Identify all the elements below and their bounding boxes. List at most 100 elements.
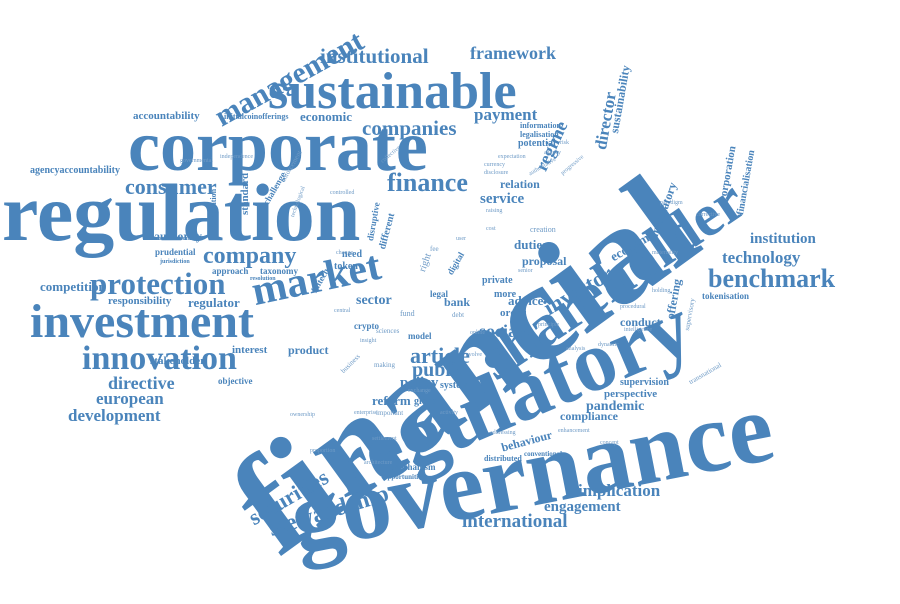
word-tokenisation: tokenisation (702, 291, 750, 301)
word-cost: cost (486, 226, 496, 232)
word-article: article (410, 343, 470, 368)
word-analysis: analysis (566, 346, 586, 352)
word-concept: concept (600, 440, 619, 446)
word-policy: policy (400, 375, 439, 391)
word-token: token (334, 261, 358, 272)
word-materiality: materiality (652, 250, 678, 256)
word-need: need (342, 249, 362, 260)
word-fund: fund (400, 309, 415, 318)
word-framework: framework (470, 43, 556, 63)
word-bank: bank (444, 295, 471, 309)
word-fee: fee (430, 245, 439, 253)
word-investment: investment (30, 295, 254, 348)
word-raising: raising (486, 208, 503, 214)
word-expectation: expectation (498, 154, 526, 160)
word-authority: authority (154, 229, 202, 243)
word-supervision: supervision (620, 377, 669, 388)
word-conventional: conventional (524, 450, 563, 458)
word-exchange: exchange (408, 388, 431, 394)
word-change: change (336, 250, 353, 256)
word-directive: directive (108, 373, 175, 393)
word-institutional: institutional (320, 44, 429, 68)
word-intelligence: intelligence (624, 327, 652, 333)
word-enterprise: enterprise (354, 410, 378, 416)
word-development: development (68, 406, 161, 425)
word-independence: independence (220, 154, 253, 160)
word-sustainable: sustainable (268, 63, 517, 120)
word-protection: protection (90, 266, 226, 301)
word-taxonomy: taxonomy (260, 266, 298, 276)
word-pandemic: pandemic (586, 399, 645, 414)
word-progressive: progressive (560, 154, 586, 177)
word-payment: payment (474, 105, 538, 124)
word-duties: duties (514, 237, 548, 252)
word-right: right (417, 251, 434, 274)
word-competition: competition (40, 279, 106, 294)
word-activity: activity (440, 410, 458, 416)
word-making: making (374, 361, 395, 369)
word-risk: risk (560, 140, 569, 146)
word-transformation: transformation (150, 236, 189, 242)
word-information: information (520, 121, 561, 130)
word-regulator: regulator (188, 295, 240, 310)
word-company: company (203, 243, 297, 269)
word-initialcoinofferings: initialcoinofferings (224, 112, 289, 121)
word-model: model (408, 331, 432, 341)
word-corporate: corporate (128, 106, 428, 186)
word-resolution: resolution (250, 276, 276, 282)
word-different: different (377, 211, 398, 251)
word-european: european (96, 389, 164, 408)
word-architecture: architecture (364, 460, 393, 466)
word-central: central (334, 308, 351, 314)
word-service: service (480, 191, 525, 207)
word-companies: companies (362, 116, 457, 140)
word-holding: holding (652, 288, 671, 294)
word-implication: implication (578, 481, 661, 500)
word-evolve: evolve (466, 352, 482, 358)
word-international: international (462, 511, 568, 532)
word-more: more (494, 289, 517, 300)
word-jurisdiction: jurisdiction (160, 259, 190, 265)
word-perspective: perspective (604, 388, 658, 400)
word-technology: technology (722, 248, 801, 267)
word-product: product (288, 343, 329, 357)
word-engagement: engagement (544, 499, 621, 515)
word-legalisation: legalisation (520, 130, 559, 139)
word-ownership: ownership (290, 412, 315, 418)
word-mechanism: mechanism (392, 462, 436, 472)
word-economic: economic (300, 109, 352, 124)
word-innovation: innovation (82, 340, 237, 377)
word-dynamic: dynamic (598, 342, 619, 348)
word-insight: insight (360, 338, 377, 344)
word-important: important (376, 409, 404, 417)
word-reform: reform (372, 393, 411, 408)
word-governmental: governmental (180, 158, 213, 164)
word-sector: sector (356, 293, 392, 308)
word-private: private (482, 275, 513, 286)
word-potential: potential (518, 138, 556, 149)
word-controlled: controlled (330, 190, 355, 196)
word-creation: creation (530, 225, 556, 234)
word-senior: senior (518, 268, 533, 274)
word-accountability: accountability (133, 110, 200, 122)
word-stakeholder: stakeholder (150, 355, 205, 367)
word-agency: agency (544, 150, 561, 156)
word-crypto: crypto (354, 321, 379, 331)
word-distributed: distributed (484, 454, 522, 463)
word-proportion: proportion (310, 448, 336, 454)
word-prudential: prudential (155, 247, 196, 257)
word-paradigm: paradigm (660, 200, 683, 206)
word-social: social (479, 321, 522, 341)
word-standard: standard (239, 172, 251, 215)
word-interest: interest (232, 344, 268, 356)
word-supervisory: supervisory (683, 297, 697, 332)
word-agencyaccountability: agencyaccountability (30, 165, 120, 176)
word-online: online (470, 330, 485, 336)
word-consumer: consumer (125, 174, 217, 199)
word-procedural: procedural (620, 304, 646, 310)
word-disclosure: disclosure (484, 170, 509, 176)
word-legal: legal (430, 289, 448, 299)
word-financialisation: financialisation (735, 149, 758, 216)
word-public: public (412, 359, 466, 381)
